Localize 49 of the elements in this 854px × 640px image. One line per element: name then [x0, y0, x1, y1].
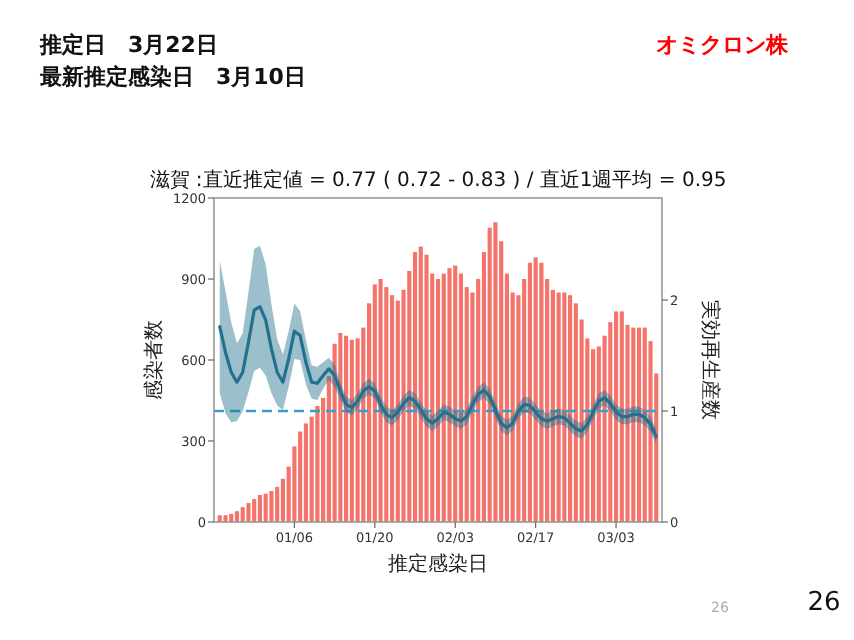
bar [562, 292, 567, 522]
bar [223, 515, 228, 522]
bar [252, 499, 257, 522]
text: 最新推定感染日 3月10日 [38, 64, 306, 90]
bar [435, 279, 441, 522]
bar [642, 327, 647, 522]
bar [349, 339, 354, 522]
bar [418, 246, 423, 522]
bar [539, 262, 544, 522]
bar [338, 333, 343, 522]
bar [298, 431, 303, 522]
bar [246, 503, 251, 522]
bar [384, 287, 389, 522]
bar [487, 227, 492, 522]
bar [527, 262, 532, 522]
bar [568, 295, 573, 522]
text: 推定日 3月22日 [38, 32, 218, 58]
bar [315, 405, 320, 522]
bar [493, 222, 498, 522]
bar [447, 268, 452, 522]
bar [441, 273, 446, 522]
bar [240, 507, 245, 522]
bar [389, 295, 395, 522]
bar [533, 257, 538, 522]
bar [257, 495, 263, 522]
text: 26 [807, 588, 841, 618]
chart-title: 滋賀 :直近推定値 = 0.77 ( 0.72 - 0.83 ) / 直近1週平均 = 0.95 [149, 168, 727, 192]
bar [275, 486, 280, 522]
bar [613, 311, 619, 522]
bar [458, 273, 464, 522]
bar [378, 279, 383, 522]
bar [453, 265, 458, 522]
bar [263, 493, 268, 522]
bar [619, 311, 624, 522]
y-axis-title: 感染者数 [142, 320, 166, 400]
bar [412, 252, 418, 522]
bar [344, 335, 349, 522]
bar [303, 423, 308, 522]
bar [573, 303, 578, 522]
bar [269, 490, 274, 522]
bar [636, 327, 642, 522]
bar [556, 292, 561, 522]
bar [372, 284, 377, 522]
bar [424, 254, 429, 522]
y2-axis-title: 実効再生産数 [698, 300, 722, 420]
bar [631, 327, 636, 522]
x-axis-title: 推定感染日 [388, 552, 488, 576]
line-series [218, 305, 658, 439]
text: オミクロン株 [656, 32, 790, 58]
